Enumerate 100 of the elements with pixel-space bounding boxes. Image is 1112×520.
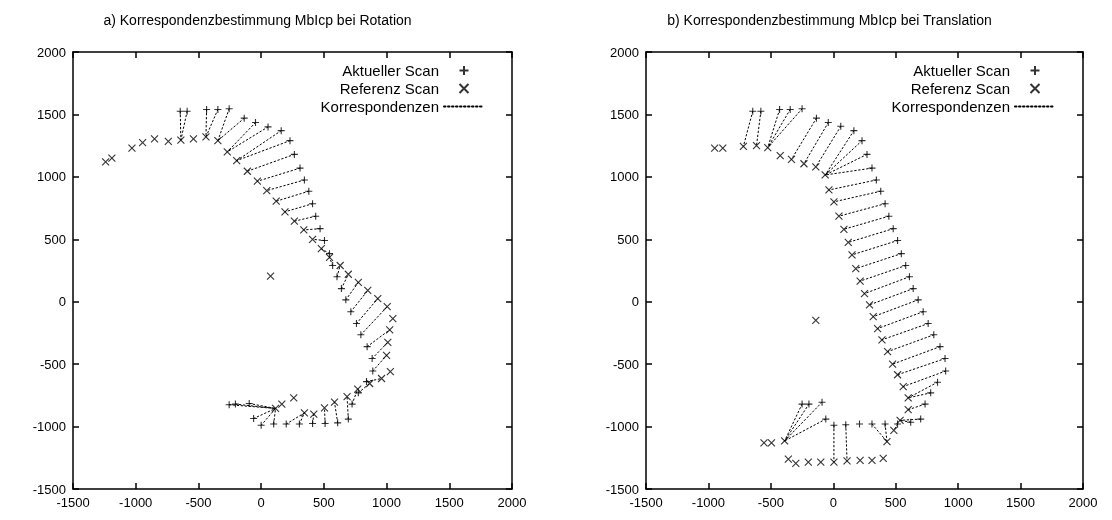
point: [855, 420, 864, 429]
point: [343, 392, 352, 401]
x-tick-label: 1500: [434, 495, 464, 510]
point: [332, 272, 342, 281]
legend-label: Aktueller Scan: [913, 62, 1010, 79]
y-tick-label: 0: [631, 294, 639, 310]
point: [904, 405, 913, 414]
point: [888, 360, 897, 369]
y-tick-label: 0: [58, 294, 66, 310]
x-tick-label: 0: [257, 495, 265, 510]
chart-title: b) Korrespondenzbestimmung MbIcp bei Translation: [667, 12, 992, 28]
point: [739, 142, 748, 151]
point: [138, 138, 147, 147]
x-tick-label: -1000: [119, 495, 153, 510]
point: [289, 393, 298, 402]
point: [377, 374, 386, 383]
point: [869, 312, 878, 321]
point: [271, 404, 280, 413]
point: [844, 238, 853, 247]
point: [383, 302, 392, 311]
y-tick-label: -1000: [32, 419, 66, 435]
point: [867, 420, 877, 429]
point: [829, 197, 838, 206]
point: [804, 458, 813, 467]
legend-label: Referenz Scan: [339, 80, 439, 97]
point: [320, 403, 329, 412]
point: [183, 107, 192, 116]
point: [290, 217, 299, 226]
y-tick-label: -500: [39, 356, 66, 372]
point: [127, 144, 136, 153]
y-tick-label: -500: [612, 356, 639, 372]
point: [269, 420, 278, 429]
legend-label: Referenz Scan: [910, 80, 1010, 97]
point: [363, 342, 372, 351]
point: [899, 382, 908, 391]
point: [299, 225, 308, 234]
y-tick-label: -1000: [605, 419, 639, 435]
x-tick-label: 500: [884, 495, 907, 510]
point: [232, 156, 241, 165]
point: [798, 104, 807, 113]
point: [107, 154, 116, 163]
y-tick-label: -1500: [605, 481, 639, 497]
point: [300, 175, 309, 185]
point: [231, 400, 240, 409]
point: [348, 400, 357, 409]
point: [847, 250, 857, 259]
point: [243, 167, 252, 176]
point: [849, 126, 858, 135]
point: [336, 261, 345, 270]
point: [330, 398, 339, 407]
point: [856, 456, 865, 465]
point: [851, 264, 860, 273]
point: [368, 366, 377, 376]
point: [811, 316, 820, 325]
point: [353, 385, 362, 394]
legend-label: Aktueller Scan: [342, 62, 439, 79]
point: [223, 147, 232, 156]
point: [867, 456, 877, 465]
point: [344, 415, 353, 424]
point: [941, 366, 950, 376]
point: [821, 415, 830, 424]
y-tick-label: 1000: [37, 169, 66, 185]
point: [189, 134, 198, 143]
x-tick-label: 1000: [372, 495, 402, 510]
point: [791, 459, 800, 468]
point: [295, 164, 305, 173]
x-tick-label: 1000: [943, 495, 973, 510]
point: [164, 137, 173, 146]
point: [257, 421, 266, 430]
x-tick-label: -500: [757, 495, 784, 510]
point: [277, 400, 286, 409]
point: [881, 199, 890, 208]
point: [883, 347, 892, 356]
point: [282, 420, 291, 429]
point: [763, 143, 772, 152]
point: [881, 420, 890, 429]
point: [308, 235, 317, 244]
point: [873, 324, 882, 333]
point: [325, 253, 334, 262]
point: [889, 426, 898, 435]
point: [893, 370, 902, 379]
y-tick-label: 500: [617, 231, 639, 247]
point: [821, 170, 830, 180]
x-tick-label: 2000: [497, 495, 527, 510]
point: [896, 416, 905, 425]
x-tick-label: -1000: [691, 495, 726, 510]
point: [856, 277, 865, 286]
point: [877, 335, 887, 344]
point: [799, 159, 808, 168]
point: [857, 136, 867, 145]
point: [317, 244, 326, 253]
point: [834, 212, 843, 221]
point: [935, 342, 945, 351]
point: [756, 107, 765, 116]
point: [818, 398, 827, 407]
point: [354, 388, 363, 397]
point: [784, 454, 793, 464]
point: [176, 135, 185, 145]
x-tick-label: 500: [313, 495, 335, 510]
point: [921, 400, 930, 409]
